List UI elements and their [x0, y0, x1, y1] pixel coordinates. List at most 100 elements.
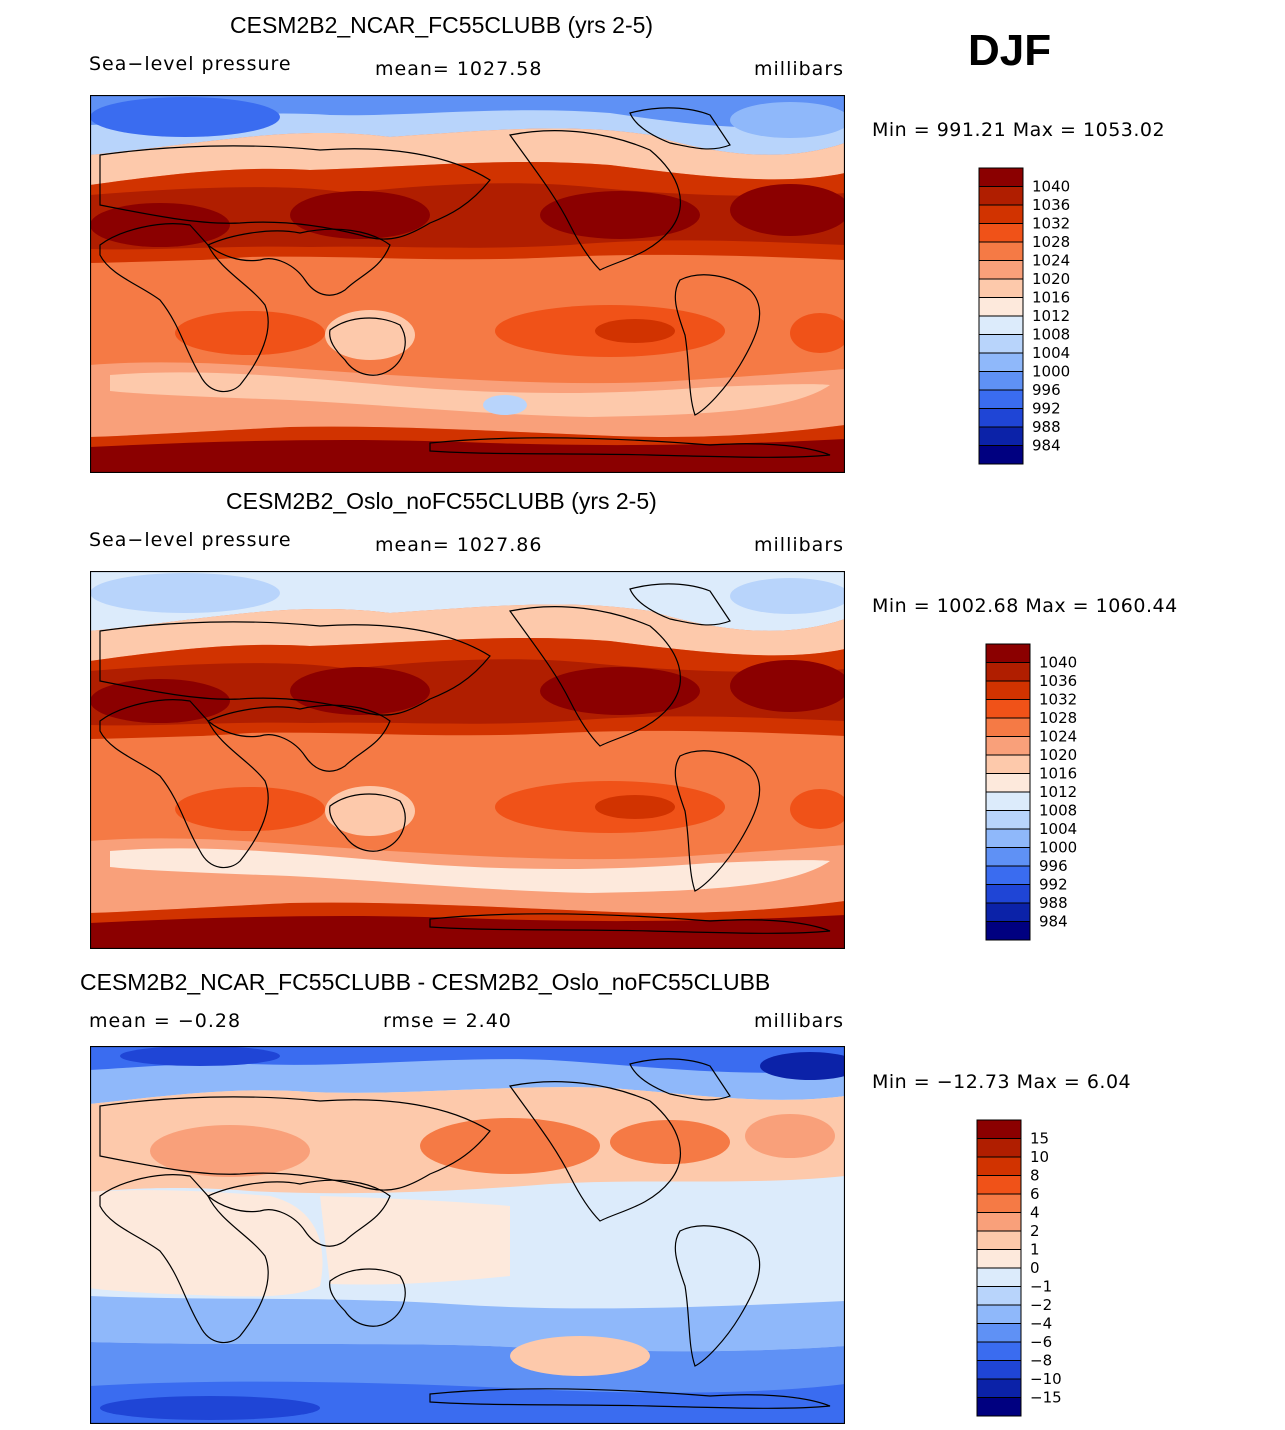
high-center — [290, 667, 430, 715]
arctic-negative-center — [760, 1052, 845, 1080]
panel2-colorbar: 1040103610321028102410201016101210081004… — [985, 643, 1077, 941]
panel1-variable: Sea−level pressure — [89, 53, 292, 75]
colorbar-swatch — [985, 736, 1031, 756]
colorbar-swatch — [978, 334, 1024, 354]
colorbar-tick-label: 984 — [1039, 913, 1068, 931]
antarctic-negative-center — [100, 1396, 320, 1420]
colorbar-swatch — [978, 408, 1024, 428]
panel3-title: CESM2B2_NCAR_FC55CLUBB - CESM2B2_Oslo_no… — [80, 969, 771, 995]
colorbar-tick-label: 10 — [1030, 1148, 1049, 1166]
coastline — [674, 1225, 761, 1367]
colorbar-tick-label: 1032 — [1032, 215, 1070, 233]
coastline — [329, 1268, 406, 1327]
coastline — [329, 317, 406, 376]
colorbar-tick-label: 984 — [1032, 437, 1061, 455]
antarctic-core — [90, 915, 845, 949]
colorbar-swatch — [976, 1230, 1022, 1250]
arctic-core — [90, 95, 845, 128]
southern-negative-band — [90, 1296, 845, 1352]
polar-front-band — [90, 604, 845, 661]
high-center — [540, 667, 700, 715]
panel1-colorbar: 1040103610321028102410201016101210081004… — [978, 167, 1070, 465]
continental-low — [325, 786, 415, 836]
colorbar-tick-label: 988 — [1032, 418, 1061, 436]
coastline — [329, 793, 406, 852]
southern-positive-patch — [510, 1336, 650, 1376]
colorbar-tick-label: 992 — [1032, 400, 1061, 418]
coastline — [508, 606, 681, 747]
storm-track-low — [483, 395, 527, 415]
subtropical-high — [790, 313, 845, 353]
panel3-map — [90, 1046, 845, 1424]
storm-track-core — [110, 372, 830, 417]
coastline — [99, 699, 269, 869]
colorbar-swatch — [976, 1249, 1022, 1269]
colorbar-swatch — [985, 717, 1031, 737]
coastline — [629, 107, 731, 150]
colorbar-swatch — [985, 643, 1031, 663]
colorbar-swatch — [985, 902, 1031, 922]
high-center — [90, 203, 230, 247]
colorbar-swatch — [985, 865, 1031, 885]
colorbar-tick-label: 996 — [1032, 381, 1061, 399]
coastline — [429, 437, 831, 458]
colorbar-swatch — [976, 1341, 1022, 1361]
colorbar-tick-label: 2 — [1030, 1222, 1040, 1240]
colorbar-swatch — [985, 699, 1031, 719]
colorbar-tick-label: 1012 — [1039, 783, 1077, 801]
coastline — [206, 704, 391, 772]
subtropical-high-core — [595, 319, 675, 343]
colorbar-swatch — [985, 828, 1031, 848]
colorbar-tick-label: 1008 — [1039, 802, 1077, 820]
panel2-variable: Sea−level pressure — [89, 529, 292, 551]
colorbar-swatch — [978, 352, 1024, 372]
colorbar-swatch — [978, 223, 1024, 243]
colorbar-tick-label: 1000 — [1039, 839, 1077, 857]
arctic-negative-center — [120, 1046, 280, 1066]
subtropical-high — [790, 789, 845, 829]
coastline — [429, 913, 831, 934]
panel2-minmax: Min = 1002.68 Max = 1060.44 — [872, 595, 1178, 617]
colorbar-swatch — [985, 680, 1031, 700]
panel2-units: millibars — [754, 534, 845, 556]
arctic-core — [90, 571, 845, 604]
panel1-title: CESM2B2_NCAR_FC55CLUBB (yrs 2-5) — [230, 12, 654, 38]
colorbar-swatch — [985, 662, 1031, 682]
colorbar-swatch — [978, 167, 1024, 187]
colorbar-swatch — [985, 847, 1031, 867]
colorbar-tick-label: 6 — [1030, 1185, 1040, 1203]
colorbar-swatch — [976, 1138, 1022, 1158]
coastline — [508, 1081, 681, 1222]
colorbar-tick-label: −2 — [1030, 1296, 1052, 1314]
storm-track-core — [110, 848, 830, 893]
coastline — [674, 274, 761, 416]
colorbar-tick-label: 0 — [1030, 1259, 1040, 1277]
colorbar-swatch — [985, 773, 1031, 793]
panel2-mean: mean= 1027.86 — [375, 534, 543, 556]
colorbar-tick-label: 1008 — [1032, 326, 1070, 344]
colorbar-tick-label: 1024 — [1032, 252, 1070, 270]
coastline — [99, 621, 491, 716]
colorbar-tick-label: −10 — [1030, 1370, 1062, 1388]
colorbar-swatch — [978, 297, 1024, 317]
low-center — [730, 102, 845, 138]
positive-center — [150, 1125, 310, 1177]
coastline — [206, 228, 391, 296]
colorbar-tick-label: 1040 — [1032, 178, 1070, 196]
panel1-map — [90, 95, 845, 473]
colorbar-swatch — [976, 1175, 1022, 1195]
coastline — [629, 583, 731, 626]
colorbar-tick-label: 15 — [1030, 1130, 1049, 1148]
colorbar-swatch — [985, 754, 1031, 774]
colorbar-tick-label: 1000 — [1032, 363, 1070, 381]
colorbar-swatch — [978, 186, 1024, 206]
panel3-minmax: Min = −12.73 Max = 6.04 — [872, 1071, 1132, 1093]
colorbar-tick-label: 988 — [1039, 894, 1068, 912]
colorbar-swatch — [976, 1360, 1022, 1380]
colorbar-tick-label: 1040 — [1039, 654, 1077, 672]
panel1-mean: mean= 1027.58 — [375, 58, 543, 80]
subtropical-high — [175, 311, 325, 355]
colorbar-tick-label: 1004 — [1039, 820, 1077, 838]
coastline — [674, 750, 761, 892]
